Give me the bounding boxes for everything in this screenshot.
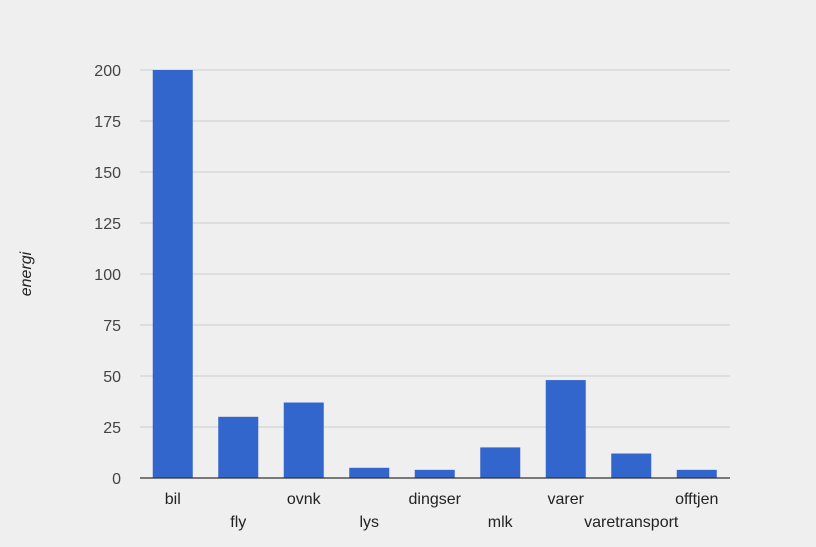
- y-tick-label: 100: [94, 267, 121, 284]
- bar-varetransport: [611, 453, 652, 478]
- bar-fly: [218, 416, 259, 478]
- bar-ovnk: [283, 402, 324, 478]
- x-category-label: offtjen: [675, 491, 718, 508]
- x-category-label: varer: [548, 491, 585, 508]
- x-category-labels: bil fly ovnk lys dingser mlk varer varetranspor…: [165, 491, 719, 531]
- y-tick-label: 125: [94, 216, 121, 233]
- x-category-label: lys: [359, 514, 379, 531]
- x-category-label: dingser: [409, 491, 462, 508]
- bar-offtjen: [676, 469, 717, 478]
- bar-mlk: [480, 447, 521, 478]
- bar-bil: [152, 70, 193, 478]
- bars: [152, 70, 717, 478]
- bar-dingser: [414, 469, 455, 478]
- x-category-label: fly: [230, 514, 246, 531]
- y-tick-label: 75: [103, 318, 121, 335]
- y-axis-title: energi: [18, 251, 35, 296]
- x-category-label: varetransport: [584, 514, 679, 531]
- bar-lys: [349, 467, 390, 478]
- y-tick-label: 50: [103, 369, 121, 386]
- x-category-label: bil: [165, 491, 181, 508]
- x-category-label: mlk: [488, 514, 514, 531]
- y-tick-label: 150: [94, 165, 121, 182]
- y-tick-label: 25: [103, 420, 121, 437]
- y-tick-label: 200: [94, 63, 121, 80]
- y-tick-label: 175: [94, 114, 121, 131]
- gridlines: [140, 69, 730, 428]
- y-tick-label: 0: [112, 471, 121, 488]
- bar-varer: [545, 380, 586, 478]
- x-category-label: ovnk: [287, 491, 322, 508]
- y-tick-labels: 0 25 50 75 100 125 150 175 200: [94, 63, 121, 488]
